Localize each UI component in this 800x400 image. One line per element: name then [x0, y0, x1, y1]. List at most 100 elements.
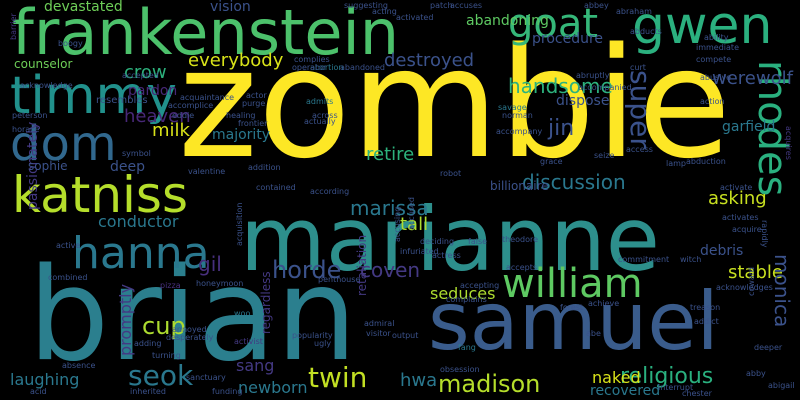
word: deep — [110, 159, 145, 175]
word: activates — [722, 213, 759, 222]
word: chester — [682, 389, 712, 398]
word: accomplice — [168, 101, 214, 110]
word: eddie — [172, 111, 195, 120]
word: monica — [770, 254, 794, 328]
word: accepts — [506, 263, 538, 272]
word: tall — [400, 214, 429, 235]
word: output — [392, 331, 419, 340]
word: accepted — [122, 71, 159, 80]
word: everybody — [188, 50, 284, 71]
word: abusive — [700, 73, 732, 82]
word: addict — [694, 317, 719, 326]
word: acquires — [784, 126, 793, 160]
word: timmy — [10, 66, 177, 126]
word: super — [624, 70, 657, 149]
word: robot — [440, 169, 462, 178]
word: abducts — [630, 27, 662, 36]
word: destroyed — [384, 50, 475, 71]
word: retire — [366, 144, 415, 165]
word: inherited — [130, 387, 166, 396]
word: procedure — [532, 31, 604, 47]
word: acting — [372, 7, 397, 16]
word: asking — [708, 188, 767, 209]
word: vision — [210, 0, 251, 15]
word: visitor — [366, 329, 391, 338]
word: recovered — [590, 383, 661, 399]
word: madison — [438, 370, 541, 398]
word: infuriated — [400, 247, 439, 256]
word: garfield — [722, 119, 776, 135]
word: accuses — [450, 1, 483, 10]
word: forest — [560, 303, 584, 312]
word: actress — [432, 251, 461, 260]
word: commitment — [618, 255, 670, 264]
word: frankenstein — [12, 0, 400, 69]
word: sanctuary — [186, 373, 226, 382]
word: sophie — [28, 159, 68, 173]
word: woo — [234, 309, 251, 318]
word: across — [312, 111, 338, 120]
word: honeymoon — [196, 279, 244, 288]
word: adding — [134, 339, 162, 348]
word: witch — [680, 255, 702, 264]
word: annoyed — [172, 325, 207, 334]
word: acquaintance — [180, 93, 235, 102]
word: lamp — [666, 159, 686, 168]
word: barrier — [9, 13, 18, 40]
word: pizza — [160, 281, 181, 290]
word: conductor — [98, 212, 179, 231]
word: deciding — [420, 237, 455, 246]
word: savage — [498, 103, 527, 112]
word: accused — [407, 197, 416, 230]
word: abandoning — [466, 13, 549, 29]
word: horace — [12, 125, 40, 134]
word: religious — [620, 364, 714, 389]
word: brian — [28, 241, 357, 390]
word: suggesting — [344, 1, 388, 10]
word: activist — [234, 337, 263, 346]
word: devastated — [44, 0, 123, 15]
word: samuel — [428, 275, 719, 368]
word: acquire — [732, 225, 762, 234]
word: grace — [540, 157, 563, 166]
word: promptly — [116, 283, 135, 356]
word: abortion — [310, 63, 344, 72]
word: seize — [594, 151, 615, 160]
word: admits — [306, 97, 334, 106]
word: curt — [630, 63, 646, 72]
word: acid — [30, 387, 47, 396]
word: dispose — [556, 93, 610, 109]
word: resembles — [96, 95, 148, 106]
word: addition — [248, 163, 281, 172]
word: gil — [198, 252, 222, 276]
word: abandoned — [340, 63, 385, 72]
word: coven — [360, 258, 421, 282]
word: gwen — [632, 0, 773, 56]
word: abraham — [616, 7, 652, 16]
word: valentine — [188, 167, 226, 176]
word: boogy — [58, 39, 83, 48]
word: abruptly — [576, 71, 610, 80]
word: laughing — [10, 370, 80, 389]
word: peterson — [12, 111, 48, 120]
word: symbol — [122, 149, 151, 158]
word: obsession — [440, 365, 480, 374]
word: complains — [446, 295, 487, 304]
word: according — [310, 187, 350, 196]
word: twin — [308, 361, 368, 394]
word: hanna — [72, 228, 210, 279]
word: immediate — [696, 43, 739, 52]
word: katniss — [12, 166, 189, 224]
word: acquisition — [235, 202, 244, 246]
word: abby — [746, 369, 766, 378]
word: complies — [294, 55, 330, 64]
word: seok — [128, 359, 194, 392]
word: false — [468, 237, 488, 246]
word: frontier — [238, 119, 268, 128]
word: retaliation — [355, 234, 369, 296]
word: accepting — [460, 281, 500, 290]
word: funding — [212, 387, 243, 396]
word: pardon — [128, 83, 178, 99]
word: active — [56, 241, 81, 250]
